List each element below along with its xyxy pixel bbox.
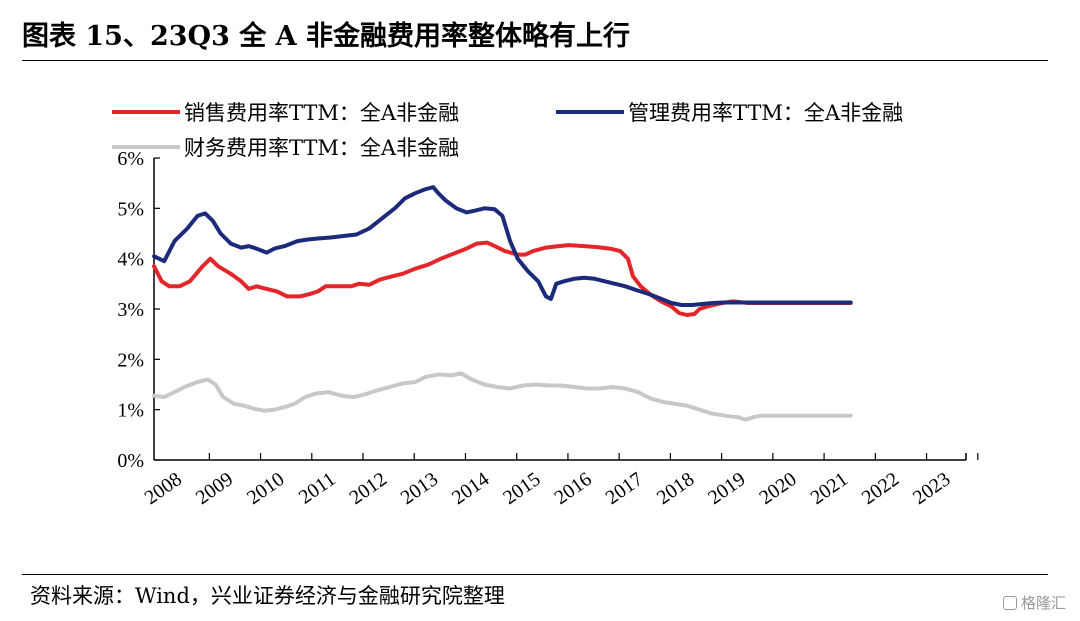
x-tick-label: 2020 [755,468,800,509]
x-tick-label: 2012 [346,468,391,509]
y-tick-label: 4% [117,249,144,271]
watermark-text: 格隆汇 [1020,594,1066,612]
series-lines [152,185,853,422]
x-tick-label: 2013 [397,468,442,509]
series-line-sales [152,240,853,317]
y-tick-label: 1% [117,400,144,422]
y-tick-label: 5% [117,198,144,220]
x-tick-label: 2014 [448,468,493,509]
y-tick-label: 3% [117,299,144,321]
x-tick-label: 2021 [807,468,852,509]
x-tick-label: 2017 [602,468,647,509]
x-tick-label: 2009 [192,468,237,509]
x-tick-label: 2010 [243,468,288,509]
legend: 销售费用率TTM：全A非金融 管理费用率TTM：全A非金融 财务费用率TTM：全… [112,101,903,160]
legend-label-sales: 销售费用率TTM：全A非金融 [184,101,459,125]
source-note: 资料来源：Wind，兴业证券经济与金融研究院整理 [30,584,505,608]
legend-label-admin: 管理费用率TTM：全A非金融 [628,101,903,125]
x-tick-label: 2008 [141,468,186,509]
y-tick-label: 0% [117,450,144,472]
series-line-admin [152,185,853,307]
x-tick-label: 2023 [909,468,954,509]
chart-title: 图表 15、23Q3 全 A 非金融费用率整体略有上行 [22,21,631,52]
x-tick-label: 2018 [653,468,698,509]
x-ticks: 2008 2009 2010 2011 2012 2013 2014 2015 2016 2017… [141,453,979,509]
watermark: 格隆汇 [1002,592,1066,613]
x-tick-label: 2015 [499,468,544,509]
watermark-logo-icon [1002,595,1017,610]
legend-label-finance: 财务费用率TTM：全A非金融 [184,136,459,160]
x-tick-label: 2019 [704,468,749,509]
y-tick-label: 6% [117,148,144,170]
y-tick-label: 2% [117,349,144,371]
series-line-finance [152,371,853,422]
x-tick-label: 2011 [295,468,340,509]
x-tick-label: 2016 [550,468,595,509]
x-tick-label: 2022 [858,468,903,509]
title-rule [22,60,1048,61]
y-ticks: 0% 1% 2% 3% 4% 5% 6% [117,148,160,472]
source-rule [22,574,1048,575]
